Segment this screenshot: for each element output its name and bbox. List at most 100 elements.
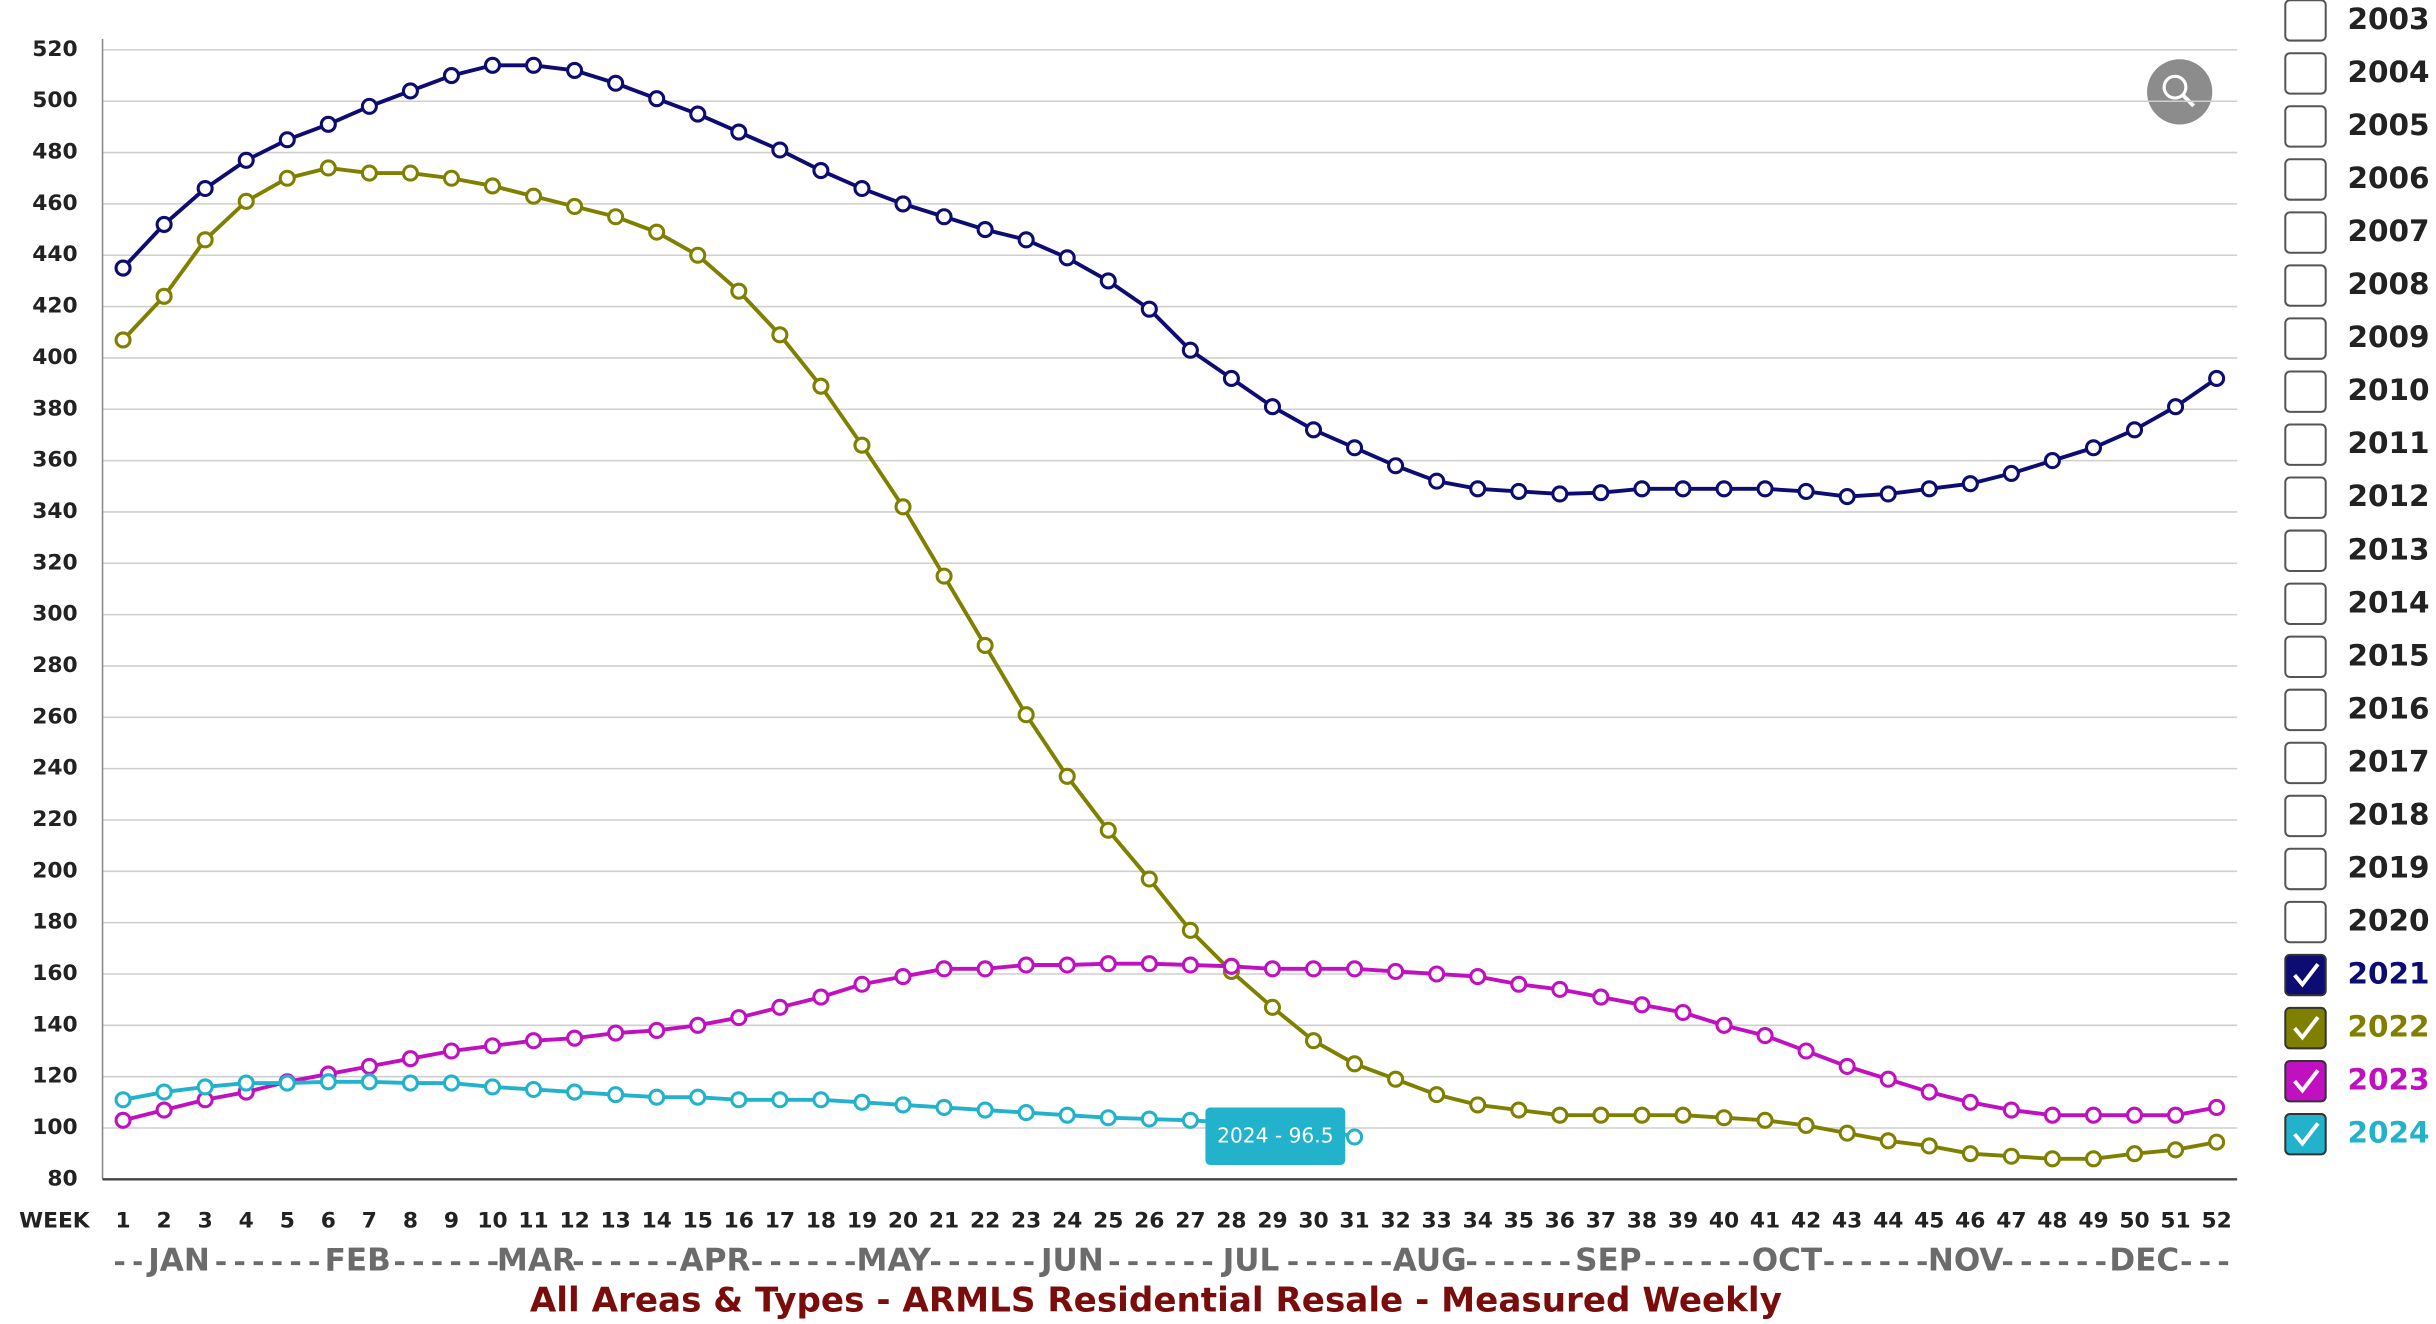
data-point xyxy=(360,1057,378,1075)
data-point xyxy=(976,636,994,654)
data-point xyxy=(853,179,871,198)
data-point xyxy=(1715,480,1733,498)
data-point xyxy=(1263,398,1282,416)
legend-checkbox[interactable] xyxy=(2284,370,2327,413)
y-tick-label: 400 xyxy=(32,345,77,370)
data-point xyxy=(1140,955,1158,973)
legend-checkbox[interactable] xyxy=(2284,52,2327,95)
x-tick-label: 23 xyxy=(1011,1208,1041,1233)
legend-checkbox[interactable] xyxy=(2284,158,2327,201)
data-point xyxy=(2208,1098,2226,1117)
x-tick-label: 32 xyxy=(1380,1208,1410,1233)
data-point xyxy=(360,1073,378,1091)
data-point xyxy=(483,1037,502,1055)
data-point xyxy=(1140,870,1158,888)
data-point xyxy=(1838,487,1856,506)
data-point xyxy=(1920,480,1938,498)
legend-checkbox[interactable] xyxy=(2284,635,2327,679)
data-point xyxy=(1469,1096,1487,1114)
legend-check xyxy=(2293,1069,2320,1094)
legend-label: 2011 xyxy=(2347,426,2429,460)
legend-checkbox[interactable] xyxy=(2284,317,2327,360)
legend-checkbox[interactable] xyxy=(2284,423,2327,466)
x-tick-label: 31 xyxy=(1339,1208,1369,1233)
data-point xyxy=(442,67,461,85)
x-tick-label: 43 xyxy=(1832,1208,1862,1233)
x-tick-label: 20 xyxy=(888,1208,918,1233)
legend-checkbox[interactable] xyxy=(2284,794,2327,838)
data-point xyxy=(114,1111,132,1129)
zoom-circle[interactable] xyxy=(2147,59,2213,125)
data-point xyxy=(1058,767,1076,785)
data-point xyxy=(155,287,173,305)
legend-label: 2013 xyxy=(2347,532,2429,566)
data-point xyxy=(1387,962,1405,980)
data-point xyxy=(2125,1145,2144,1163)
legend-checkbox[interactable] xyxy=(2284,1112,2327,1156)
data-point xyxy=(853,975,871,993)
data-point xyxy=(648,90,666,108)
y-tick-label: 360 xyxy=(32,448,77,473)
x-tick-label: 30 xyxy=(1298,1208,1328,1233)
legend-checkbox[interactable] xyxy=(2284,264,2327,307)
data-point xyxy=(278,169,296,187)
x-tick-label: 36 xyxy=(1545,1208,1575,1233)
data-point xyxy=(1140,300,1158,318)
y-tick-label: 240 xyxy=(32,756,77,781)
legend-checkbox[interactable] xyxy=(2284,105,2327,148)
x-tick-label: 6 xyxy=(321,1208,336,1233)
data-point xyxy=(237,1074,255,1092)
legend-checkbox[interactable] xyxy=(2284,582,2327,626)
month-label: DEC xyxy=(2109,1243,2179,1279)
data-point xyxy=(1510,482,1528,500)
data-point xyxy=(812,161,830,180)
x-tick-label: 37 xyxy=(1586,1208,1616,1233)
legend-checkbox[interactable] xyxy=(2284,688,2327,732)
data-point xyxy=(648,1021,666,1040)
data-point xyxy=(1633,996,1651,1014)
data-point xyxy=(648,1088,666,1106)
data-point xyxy=(1304,421,1323,439)
legend-checkbox[interactable] xyxy=(2284,900,2327,944)
legend-label: 2006 xyxy=(2347,161,2429,195)
data-point xyxy=(525,56,543,74)
data-point xyxy=(1592,1106,1610,1124)
data-point xyxy=(155,1101,173,1119)
zoom-button[interactable] xyxy=(2147,59,2213,125)
legend-label: 2010 xyxy=(2347,373,2429,407)
data-point xyxy=(894,968,912,986)
month-label: MAY xyxy=(856,1243,931,1279)
data-point xyxy=(689,246,707,264)
data-point xyxy=(1181,1111,1199,1129)
data-point xyxy=(689,1088,707,1106)
legend-checkbox[interactable] xyxy=(2284,953,2327,997)
x-tick-label: 42 xyxy=(1791,1208,1821,1233)
data-point xyxy=(401,82,419,100)
x-tick-label: 19 xyxy=(847,1208,877,1233)
data-point xyxy=(566,197,584,216)
legend-checkbox[interactable] xyxy=(2284,1059,2327,1103)
x-tick-label: 41 xyxy=(1750,1208,1780,1233)
x-tick-label: 38 xyxy=(1627,1208,1657,1233)
legend-checkbox[interactable] xyxy=(2284,211,2327,254)
data-point xyxy=(935,567,953,585)
legend-label: 2024 xyxy=(2347,1116,2429,1150)
data-point xyxy=(1797,1116,1815,1134)
x-tick-label: 26 xyxy=(1134,1208,1164,1233)
x-tick-label: 45 xyxy=(1914,1208,1944,1233)
legend-checkbox[interactable] xyxy=(2284,476,2327,519)
data-point xyxy=(525,1032,543,1050)
legend-checkbox[interactable] xyxy=(2284,847,2327,891)
data-point xyxy=(1797,1042,1815,1060)
legend-checkbox[interactable] xyxy=(2284,741,2327,785)
x-tick-label: 7 xyxy=(362,1208,377,1233)
data-point xyxy=(2208,369,2226,388)
data-point xyxy=(730,1009,748,1027)
data-point xyxy=(730,282,748,300)
legend-checkbox[interactable] xyxy=(2284,529,2327,572)
data-point xyxy=(1428,965,1446,983)
x-tick-label: 44 xyxy=(1873,1208,1903,1233)
legend-checkbox[interactable] xyxy=(2284,0,2327,42)
legend-checkbox[interactable] xyxy=(2284,1006,2327,1050)
